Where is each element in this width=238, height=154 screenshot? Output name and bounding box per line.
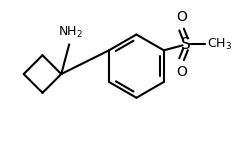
Text: O: O	[176, 65, 187, 79]
Text: O: O	[176, 10, 187, 24]
Text: S: S	[181, 37, 190, 52]
Text: NH$_2$: NH$_2$	[58, 25, 83, 41]
Text: CH$_3$: CH$_3$	[207, 37, 233, 52]
